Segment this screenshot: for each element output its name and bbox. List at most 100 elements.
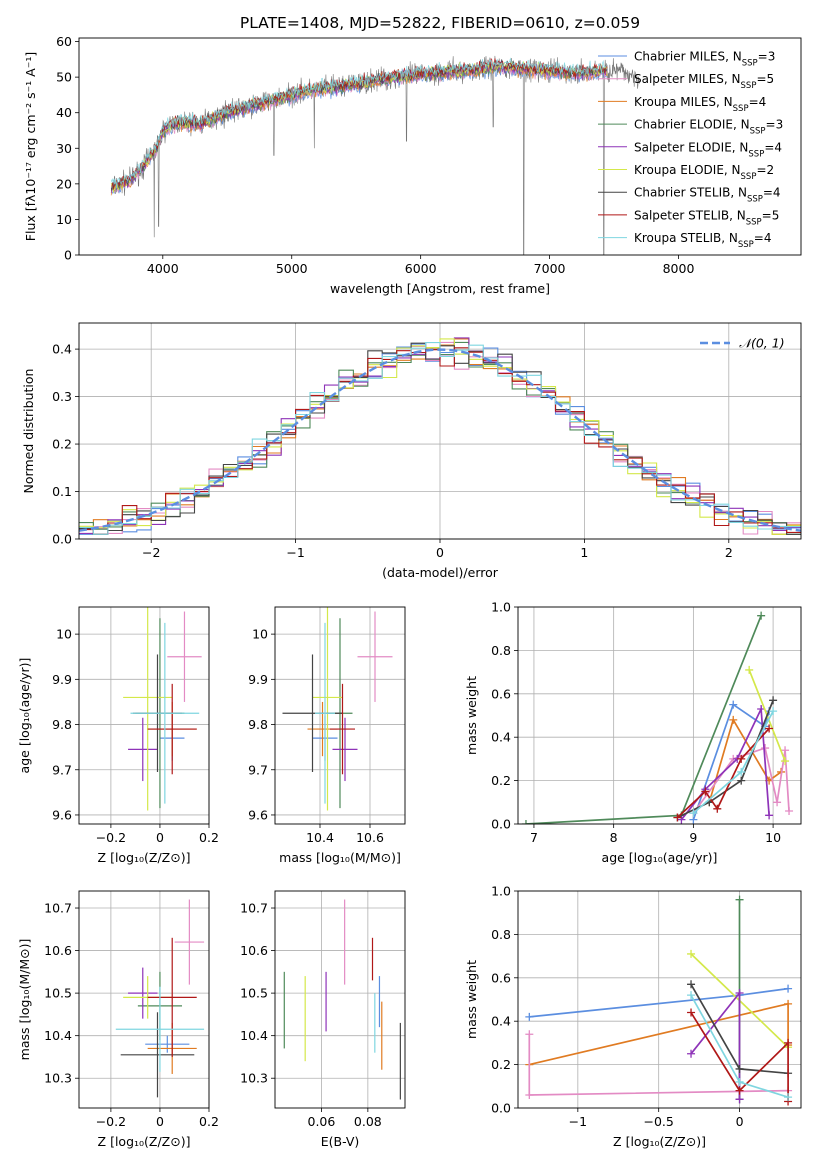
y-tick-label: 10.6 [44, 943, 72, 958]
weight-marker [773, 798, 782, 807]
weight-marker [735, 895, 744, 904]
axes-frame [78, 606, 210, 825]
y-tick-label: 0.6 [491, 970, 511, 985]
weight-marker [687, 1049, 696, 1058]
panel-spectrum: 4000 5000 6000 7000 8000 0 10 20 30 40 50 60 wavelen… [23, 34, 802, 296]
weight-marker [745, 665, 754, 674]
x-tick-label: 7 [530, 830, 538, 845]
legend-label: Salpeter MILES, NSSP=5 [634, 72, 774, 91]
weight-marker [713, 804, 722, 813]
y-tick-label: 40 [56, 105, 72, 120]
weight-marker [735, 1095, 744, 1104]
y-tick-label: 10.3 [240, 1071, 268, 1086]
weight-marker [737, 776, 746, 785]
legend-label: Chabrier ELODIE, NSSP=3 [634, 118, 783, 137]
panel-residuals: −2 −1 0 1 2 0.0 0.1 0.2 0.3 0.4 (data-model)/error… [21, 322, 802, 580]
x-axis-label: Z [log₁₀(Z/Z⊙)] [613, 1134, 706, 1149]
weight-marker [784, 1038, 793, 1047]
weight-line-chabrier-miles [692, 703, 770, 820]
x-tick-label: 0 [436, 545, 444, 560]
axes-frame [78, 37, 802, 256]
weight-line-kroupa-miles [708, 717, 782, 803]
y-tick-label: 0.2 [491, 773, 511, 788]
x-tick-label: 0 [736, 1114, 744, 1129]
weight-marker [769, 707, 778, 716]
weight-marker [769, 696, 778, 705]
histogram-salpeter-stelib [79, 347, 801, 535]
weight-marker [701, 787, 710, 796]
legend-label: Salpeter STELIB, NSSP=5 [634, 208, 779, 227]
y-tick-label: 10.7 [44, 901, 72, 916]
x-axis-label: (data-model)/error [382, 565, 499, 580]
y-tick-label: 10 [56, 212, 72, 227]
x-tick-label: −0.5 [644, 1114, 674, 1129]
weight-marker [687, 949, 696, 958]
x-axis-label: E(B-V) [321, 1134, 360, 1149]
weight-marker [525, 1090, 534, 1099]
panel-weight-vs-z: −1 −0.5 0 0.0 0.2 0.4 0.6 0.8 1.0 Z [log₁₀(Z/Z⊙)]… [464, 884, 802, 1149]
x-tick-label: 8000 [663, 261, 695, 276]
x-axis-label: wavelength [Angstrom, rest frame] [330, 281, 550, 296]
y-tick-label: 0.1 [52, 484, 72, 499]
y-tick-label: 10.5 [44, 986, 72, 1001]
weight-marker [765, 811, 774, 820]
weight-marker [781, 757, 790, 766]
y-tick-label: 0.0 [491, 1101, 511, 1116]
y-tick-label: 10.6 [240, 943, 268, 958]
figure-title: PLATE=1408, MJD=52822, FIBERID=0610, z=0… [240, 14, 640, 32]
legend-label: Salpeter ELODIE, NSSP=4 [634, 140, 782, 159]
axes-frame [78, 322, 802, 540]
panel-mass-vs-z: −0.2 0 0.2 10.3 10.4 10.5 10.6 10.7 Z [log₁₀(Z/Z… [17, 890, 219, 1149]
y-tick-label: 9.9 [52, 672, 72, 687]
weight-marker [737, 767, 746, 776]
y-tick-label: 0.2 [491, 1057, 511, 1072]
weight-marker [525, 1030, 534, 1039]
weight-marker [735, 1064, 744, 1073]
y-tick-label: 9.7 [248, 762, 268, 777]
legend-label: Kroupa ELODIE, NSSP=2 [634, 163, 774, 182]
y-tick-label: 10.4 [44, 1028, 72, 1043]
weight-marker [735, 1077, 744, 1086]
x-tick-label: 6000 [405, 261, 437, 276]
weight-marker [757, 611, 766, 620]
y-tick-label: 0.3 [52, 389, 72, 404]
y-tick-label: 9.7 [52, 762, 72, 777]
x-tick-label: 5000 [276, 261, 308, 276]
legend-label: Kroupa STELIB, NSSP=4 [634, 231, 772, 250]
y-tick-label: 0.6 [491, 686, 511, 701]
x-tick-label: 0 [156, 830, 164, 845]
plot-area-age-vs-z [123, 607, 202, 811]
gaussian-reference-curve [79, 348, 801, 532]
x-tick-label: 10.6 [356, 830, 384, 845]
axes-frame [274, 890, 406, 1109]
x-tick-label: −1 [569, 1114, 587, 1129]
plot-area-mass-vs-z [115, 899, 205, 1098]
x-tick-label: 10 [765, 830, 781, 845]
panel-mass-vs-ebv: 0.06 0.08 10.3 10.4 10.5 10.6 10.7 E(B-V) [240, 890, 406, 1149]
x-tick-label: 2 [725, 545, 733, 560]
panel-age-vs-mass: 10.4 10.6 9.6 9.7 9.8 9.9 10 mass [log₁₀(M/M⊙)] [248, 606, 406, 865]
x-tick-label: −0.2 [96, 1114, 126, 1129]
y-axis-label: mass weight [464, 960, 479, 1039]
y-tick-label: 0.8 [491, 643, 511, 658]
plot-area-weight-vs-z [525, 895, 793, 1106]
y-tick-label: 0.8 [491, 927, 511, 942]
plot-area-mass-vs-ebv [283, 899, 401, 1100]
axes-frame [78, 890, 210, 1109]
y-tick-label: 9.8 [248, 717, 268, 732]
plot-area-age-vs-mass [282, 607, 393, 811]
histogram-kroupa-stelib [79, 342, 801, 535]
weight-line-salpeter-stelib [690, 1012, 789, 1102]
y-tick-label: 1.0 [491, 600, 511, 615]
weight-marker [765, 724, 774, 733]
panel-weight-vs-age: 7 8 9 10 0.0 0.2 0.4 0.6 0.8 1.0 age [log₁₀(age/yr… [464, 600, 802, 865]
weight-marker [737, 754, 746, 763]
weight-marker [761, 744, 770, 753]
weight-marker [784, 1093, 793, 1102]
y-tick-label: 0.4 [52, 342, 72, 357]
x-axis-label: Z [log₁₀(Z/Z⊙)] [98, 1134, 191, 1149]
plot-area-spectrum [110, 55, 640, 255]
legend-label: Chabrier MILES, NSSP=3 [634, 50, 775, 69]
y-tick-label: 9.6 [52, 807, 72, 822]
